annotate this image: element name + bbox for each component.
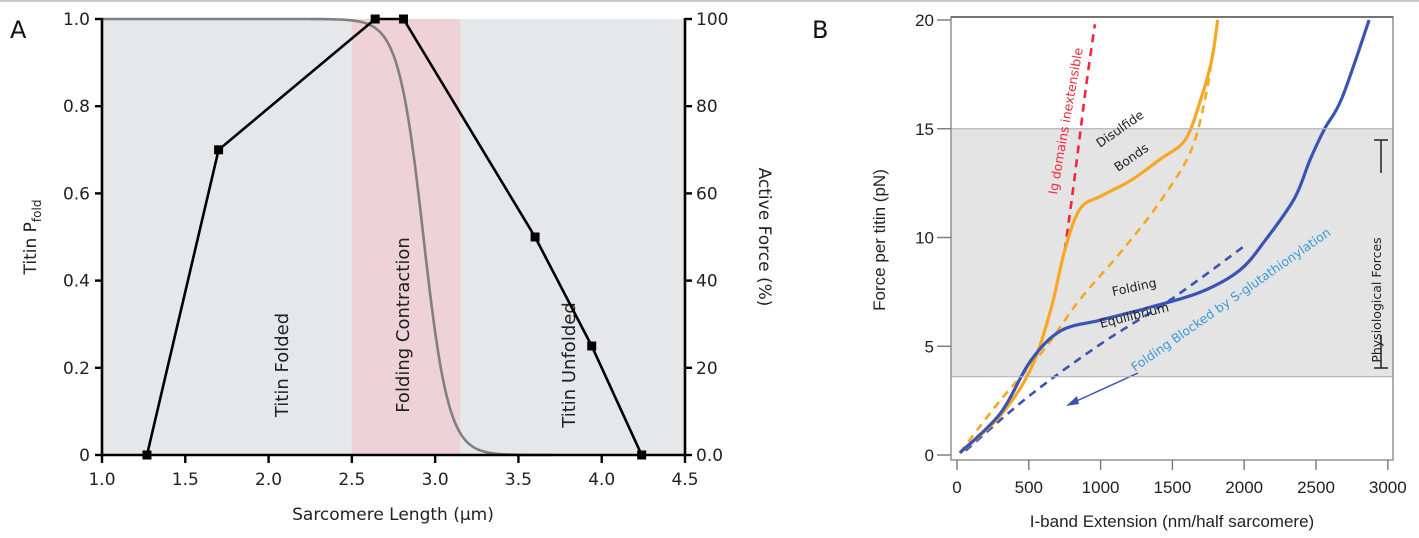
y-right-tick-label: 100	[696, 10, 728, 30]
x-tick-label: 1.0	[88, 470, 115, 490]
panel-a-y-axis-label-right: Active Force (%)	[754, 168, 774, 307]
x-tick-label: 3.5	[505, 470, 532, 490]
x-tick-label: 2500	[1297, 478, 1335, 497]
folding-contraction-band	[351, 19, 461, 455]
x-tick-label: 2000	[1225, 478, 1263, 497]
arrow-head-icon	[1066, 396, 1079, 406]
series-ig-domains-inextensible	[1063, 24, 1097, 251]
region-label: Titin Unfolded	[559, 302, 580, 429]
x-tick-label: 3.0	[422, 470, 449, 490]
y-tick-label: 0	[925, 446, 934, 465]
y-right-tick-label: 20	[696, 359, 718, 379]
titin-pfold-curve	[102, 17, 552, 457]
y-left-tick-label: 0.2	[63, 359, 90, 379]
y-left-tick-label: 0.6	[63, 184, 90, 204]
region-label: Titin Folded	[272, 313, 293, 418]
x-tick-label: 1.5	[172, 470, 199, 490]
panel-a: Titin Folded Folding Contraction Titin Unf…	[10, 10, 774, 525]
y-left-tick-label: 0.4	[63, 272, 90, 292]
series-orange-dashed	[958, 52, 1214, 454]
panel-letter-b: B	[812, 16, 828, 44]
x-tick-label: 500	[1015, 478, 1043, 497]
physiological-forces-band	[951, 128, 1393, 377]
active-force-marker	[530, 232, 540, 242]
annotation-physiological-forces: Physiological Forces	[1369, 237, 1384, 362]
series-disulfide-bonds	[958, 19, 1220, 454]
active-force-marker	[214, 145, 224, 155]
arrow-line	[1069, 372, 1139, 405]
top-border	[0, 0, 1419, 2]
y-tick-label: 20	[915, 11, 934, 30]
y-tick-label: 5	[925, 337, 934, 356]
y-tick-label: 15	[915, 120, 934, 139]
active-force-marker	[370, 14, 380, 24]
x-tick-label: 2.5	[338, 470, 365, 490]
x-tick-label: 4.5	[671, 470, 698, 490]
y-right-tick-label: 80	[696, 97, 718, 117]
y-right-tick-label: 0.0	[696, 446, 723, 466]
y-right-tick-label: 40	[696, 272, 718, 292]
active-force-marker	[398, 14, 408, 24]
x-tick-label: 0	[952, 478, 961, 497]
y-left-tick-label: 1.0	[63, 10, 90, 30]
region-label: Folding Contraction	[393, 237, 414, 413]
y-left-tick-label: 0.8	[63, 97, 90, 117]
x-tick-label: 3000	[1369, 478, 1407, 497]
panel-b-x-axis-label: I-band Extension (nm/half sarcomere)	[1030, 512, 1314, 531]
panel-b-y-axis-label: Force per titin (pN)	[870, 169, 889, 311]
x-tick-label: 1500	[1153, 478, 1191, 497]
y-tick-label: 10	[915, 229, 934, 248]
y-right-tick-label: 60	[696, 184, 718, 204]
y-left-tick-label: 0	[79, 446, 90, 466]
series-folding-blocked-by-s-glutathionylation	[964, 245, 1245, 452]
x-tick-label: 2.0	[255, 470, 282, 490]
panel-letter-a: A	[10, 16, 27, 44]
panel-a-y-axis-label-left: Titin Pfold	[21, 200, 44, 276]
x-tick-label: 1000	[1082, 478, 1120, 497]
x-tick-label: 4.0	[588, 470, 615, 490]
panel-a-x-axis-label: Sarcomere Length (μm)	[292, 505, 494, 525]
active-force-marker	[587, 341, 597, 351]
